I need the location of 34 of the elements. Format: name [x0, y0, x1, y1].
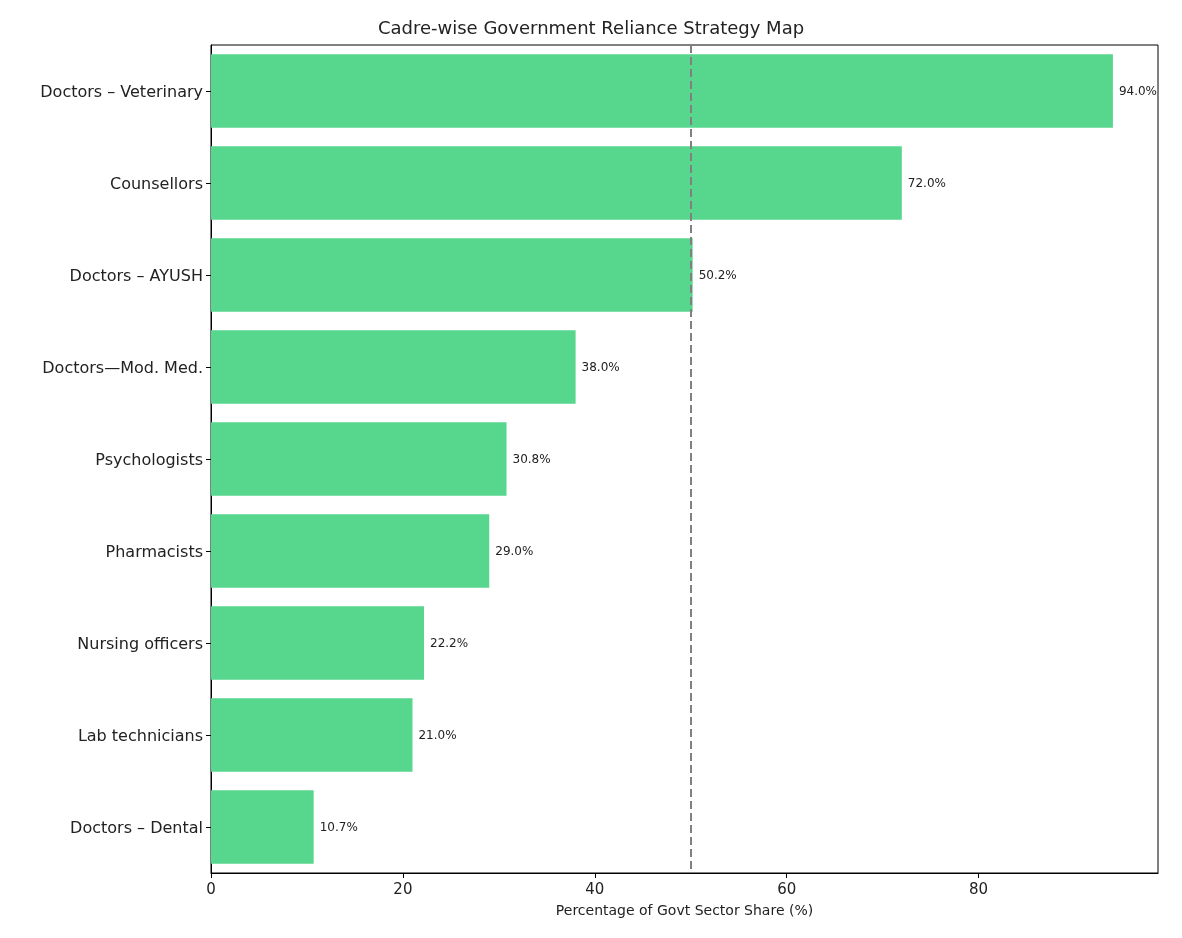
data-label: 30.8%: [512, 452, 551, 466]
x-tick-label: 20: [393, 879, 413, 898]
bar: [211, 790, 314, 864]
data-label: 38.0%: [581, 360, 620, 374]
bar: [211, 146, 902, 220]
data-label: 50.2%: [698, 268, 737, 282]
bar: [211, 54, 1113, 128]
chart-title: Cadre-wise Government Reliance Strategy Map: [377, 16, 805, 38]
y-tick-label: Psychologists: [95, 449, 203, 469]
y-tick-label: Doctors – Veterinary: [40, 81, 203, 101]
bar: [211, 606, 424, 680]
x-tick-label: 60: [777, 879, 797, 898]
y-tick-label: Counsellors: [109, 173, 203, 193]
bar: [211, 422, 507, 496]
y-tick-label: Lab technicians: [77, 725, 203, 745]
bar: [211, 330, 576, 404]
data-label: 21.0%: [418, 728, 457, 742]
y-tick-label: Nursing officers: [77, 633, 203, 653]
data-label: 29.0%: [495, 544, 534, 558]
data-label: 72.0%: [907, 176, 946, 190]
bar: [211, 238, 693, 312]
y-tick-label: Doctors – AYUSH: [69, 265, 203, 285]
x-axis-title: Percentage of Govt Sector Share (%): [555, 902, 814, 918]
bar: [211, 514, 490, 588]
y-tick-label: Pharmacists: [105, 541, 203, 561]
y-tick-label: Doctors—Mod. Med.: [42, 357, 203, 377]
data-label: 10.7%: [319, 820, 358, 834]
x-tick-label: 0: [206, 879, 216, 898]
data-label: 94.0%: [1118, 84, 1158, 98]
x-tick-label: 80: [969, 879, 989, 898]
bar: [211, 698, 413, 772]
x-tick-label: 40: [585, 879, 605, 898]
y-tick-label: Doctors – Dental: [70, 817, 203, 837]
data-label: 22.2%: [430, 636, 469, 650]
